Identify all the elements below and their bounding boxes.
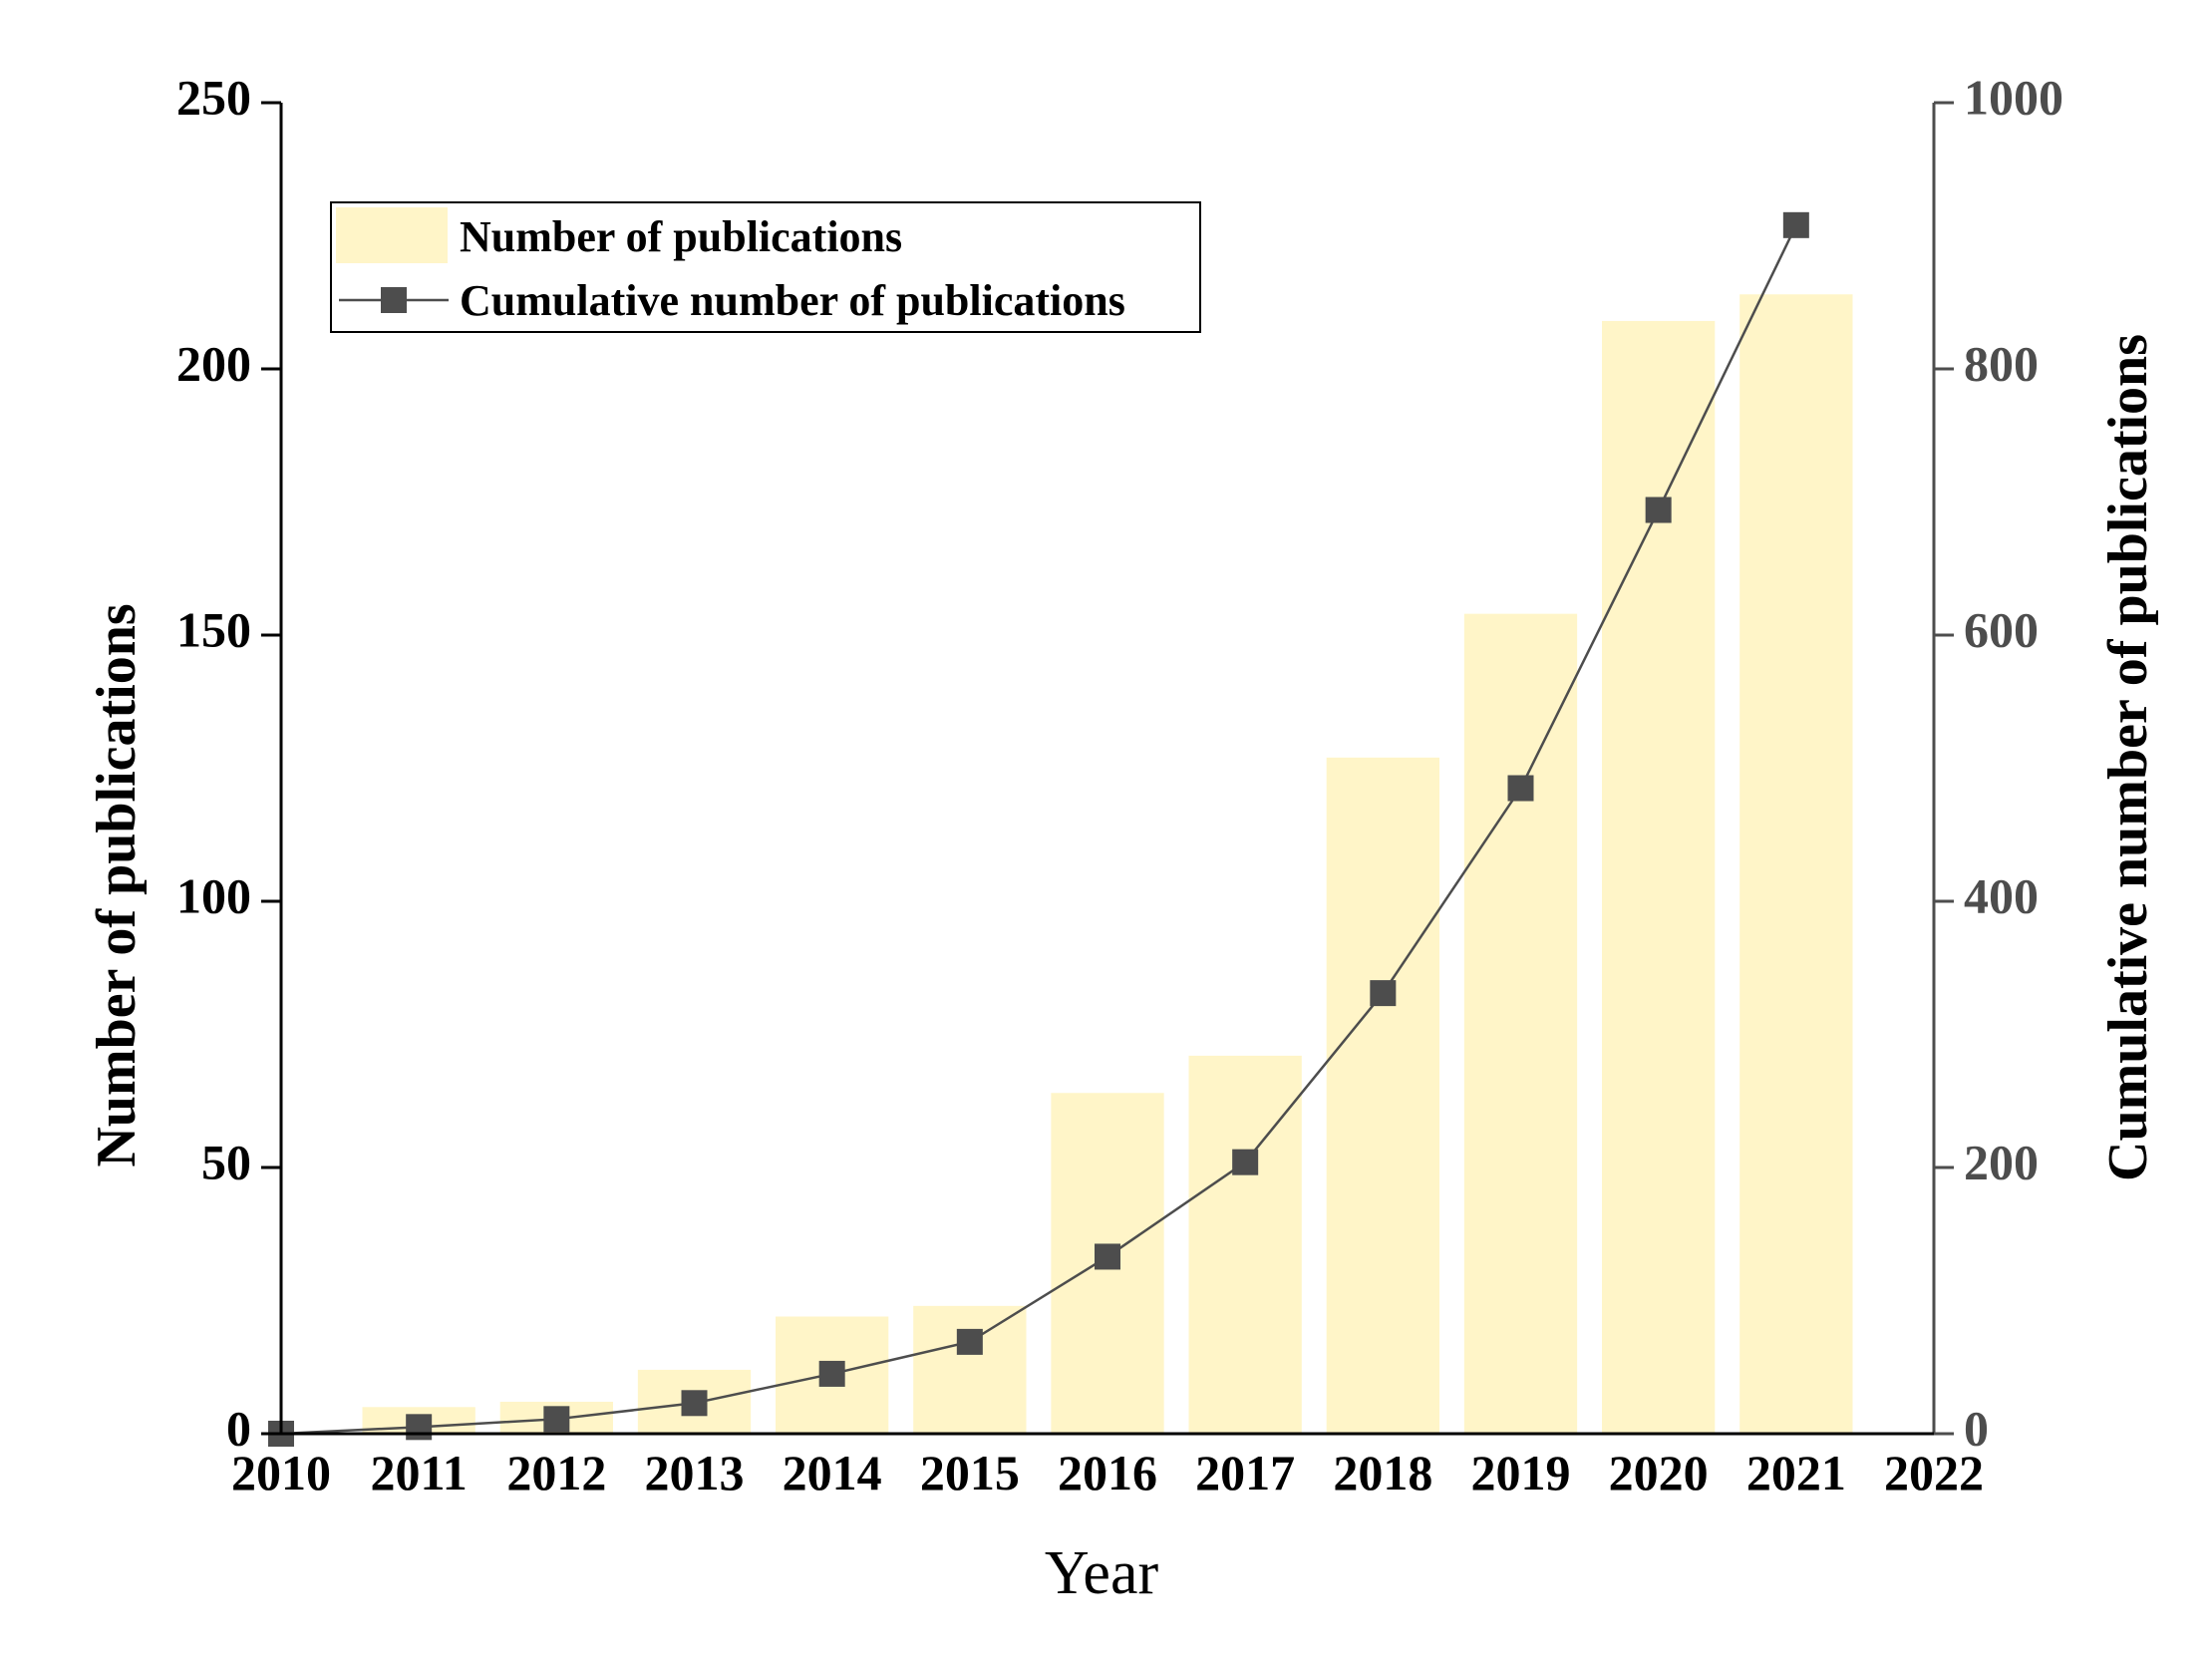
cumulative-marker-2020	[1645, 497, 1672, 523]
right-tick-label-0: 0	[1964, 1400, 1989, 1456]
x-tick-label-2020: 2020	[1609, 1445, 1709, 1500]
legend-label-bars: Number of publications	[460, 212, 902, 261]
bar-2021	[1739, 294, 1853, 1434]
labels-layer: Number of publications Cumulative number…	[86, 334, 2159, 1607]
bar-2019	[1463, 613, 1578, 1434]
bar-2018	[1326, 757, 1439, 1434]
cumulative-marker-2019	[1507, 775, 1534, 802]
cumulative-marker-2016	[1095, 1243, 1120, 1270]
cumulative-marker-2015	[956, 1328, 983, 1355]
legend-marker-swatch	[381, 287, 407, 313]
right-axis-title: Cumulative number of publications	[2097, 334, 2159, 1181]
cumulative-marker-2018	[1370, 980, 1397, 1007]
x-tick-label-2019: 2019	[1471, 1445, 1571, 1500]
x-axis-title: Year	[1045, 1539, 1159, 1607]
cumulative-line	[280, 224, 1797, 1436]
line-layer	[268, 211, 1809, 1447]
axes-layer: 0 50 100 150 200 250 0 200 400 600 800 1000 2010 2011…	[176, 69, 2063, 1500]
legend-label-line: Cumulative number of publications	[460, 276, 1125, 325]
bar-2017	[1188, 1055, 1302, 1434]
right-tick-label-200: 200	[1964, 1134, 2039, 1189]
legend-box	[330, 201, 1201, 333]
x-tick-label-2017: 2017	[1195, 1445, 1295, 1500]
x-tick-label-2012: 2012	[506, 1445, 606, 1500]
right-tick-label-800: 800	[1964, 335, 2039, 391]
cumulative-marker-2014	[818, 1360, 845, 1387]
left-tick-label-50: 50	[201, 1134, 251, 1189]
x-tick-label-2014: 2014	[783, 1445, 882, 1500]
right-tick-label-1000: 1000	[1964, 69, 2063, 125]
x-tick-label-2015: 2015	[920, 1445, 1020, 1500]
left-tick-label-150: 150	[176, 601, 251, 657]
bar-2015	[913, 1305, 1027, 1434]
x-tick-label-2011: 2011	[371, 1445, 468, 1500]
x-tick-label-2022: 2022	[1884, 1445, 1984, 1500]
cumulative-marker-2021	[1782, 211, 1809, 238]
left-tick-label-200: 200	[176, 335, 251, 391]
left-tick-label-0: 0	[226, 1400, 251, 1456]
cumulative-marker-2017	[1232, 1149, 1259, 1175]
bar-2020	[1602, 320, 1716, 1435]
legend-bar-swatch	[336, 207, 448, 263]
right-tick-label-600: 600	[1964, 601, 2039, 657]
x-tick-label-2010: 2010	[231, 1445, 331, 1500]
bars-layer	[362, 294, 1853, 1435]
left-tick-label-100: 100	[176, 867, 251, 923]
cumulative-marker-2012	[543, 1406, 570, 1433]
x-tick-label-2013: 2013	[645, 1445, 745, 1500]
x-tick-label-2021: 2021	[1746, 1445, 1846, 1500]
cumulative-marker-2011	[406, 1414, 433, 1441]
cumulative-marker-2013	[681, 1390, 708, 1417]
legend: Number of publications Cumulative number…	[330, 201, 1201, 333]
left-tick-label-250: 250	[176, 69, 251, 125]
x-tick-label-2016: 2016	[1058, 1445, 1157, 1500]
x-tick-label-2018: 2018	[1333, 1445, 1432, 1500]
left-axis-title: Number of publications	[86, 603, 148, 1166]
right-tick-label-400: 400	[1964, 867, 2039, 923]
